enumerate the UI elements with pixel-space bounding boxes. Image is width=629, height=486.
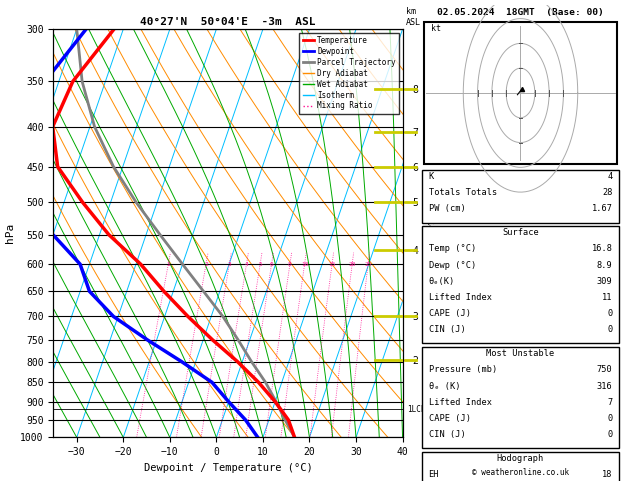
Text: kt: kt xyxy=(430,24,440,33)
Bar xyxy=(423,170,619,223)
Text: 4: 4 xyxy=(607,172,613,181)
Y-axis label: hPa: hPa xyxy=(4,223,14,243)
Text: 1: 1 xyxy=(167,261,170,267)
Text: 15: 15 xyxy=(328,261,336,267)
Text: Surface: Surface xyxy=(502,228,539,237)
Text: K: K xyxy=(428,172,434,181)
Text: 6: 6 xyxy=(270,261,274,267)
Text: Lifted Index: Lifted Index xyxy=(428,293,491,302)
Text: 3: 3 xyxy=(228,261,231,267)
Text: Dewp (°C): Dewp (°C) xyxy=(428,260,476,270)
Text: EH: EH xyxy=(428,470,439,479)
Text: 11: 11 xyxy=(602,293,613,302)
Text: 1LCL: 1LCL xyxy=(407,405,425,414)
Text: Lifted Index: Lifted Index xyxy=(428,398,491,407)
X-axis label: Dewpoint / Temperature (°C): Dewpoint / Temperature (°C) xyxy=(143,463,313,473)
Text: Totals Totals: Totals Totals xyxy=(428,188,497,197)
Text: 18: 18 xyxy=(602,470,613,479)
Text: 16.8: 16.8 xyxy=(591,244,613,253)
Y-axis label: Mixing Ratio (g/kg): Mixing Ratio (g/kg) xyxy=(425,177,435,289)
Text: 8.9: 8.9 xyxy=(597,260,613,270)
Text: 10: 10 xyxy=(301,261,308,267)
Text: 309: 309 xyxy=(597,277,613,286)
Bar xyxy=(423,452,619,486)
Text: θₑ(K): θₑ(K) xyxy=(428,277,455,286)
Text: 28: 28 xyxy=(602,188,613,197)
Text: PW (cm): PW (cm) xyxy=(428,205,465,213)
Text: CIN (J): CIN (J) xyxy=(428,326,465,334)
Bar xyxy=(423,226,619,344)
Text: 0: 0 xyxy=(607,430,613,439)
Text: 750: 750 xyxy=(597,365,613,374)
Text: 0: 0 xyxy=(607,326,613,334)
Text: 02.05.2024  18GMT  (Base: 00): 02.05.2024 18GMT (Base: 00) xyxy=(437,8,604,17)
Bar xyxy=(423,347,619,448)
Text: CAPE (J): CAPE (J) xyxy=(428,309,470,318)
Text: CAPE (J): CAPE (J) xyxy=(428,414,470,423)
Text: 7: 7 xyxy=(607,398,613,407)
Text: 2: 2 xyxy=(204,261,208,267)
Text: Temp (°C): Temp (°C) xyxy=(428,244,476,253)
Bar xyxy=(425,21,616,164)
Title: 40°27'N  50°04'E  -3m  ASL: 40°27'N 50°04'E -3m ASL xyxy=(140,17,316,27)
Text: Most Unstable: Most Unstable xyxy=(486,349,555,358)
Text: Hodograph: Hodograph xyxy=(497,453,544,463)
Text: 0: 0 xyxy=(607,414,613,423)
Text: 1.67: 1.67 xyxy=(591,205,613,213)
Text: 20: 20 xyxy=(348,261,356,267)
Text: 0: 0 xyxy=(607,309,613,318)
Text: 4: 4 xyxy=(245,261,248,267)
Text: Pressure (mb): Pressure (mb) xyxy=(428,365,497,374)
Text: 5: 5 xyxy=(259,261,262,267)
Text: 25: 25 xyxy=(364,261,372,267)
Text: θₑ (K): θₑ (K) xyxy=(428,382,460,391)
Text: CIN (J): CIN (J) xyxy=(428,430,465,439)
Text: 8: 8 xyxy=(288,261,292,267)
Legend: Temperature, Dewpoint, Parcel Trajectory, Dry Adiabat, Wet Adiabat, Isotherm, Mi: Temperature, Dewpoint, Parcel Trajectory… xyxy=(299,33,399,114)
Text: © weatheronline.co.uk: © weatheronline.co.uk xyxy=(472,469,569,477)
Text: 316: 316 xyxy=(597,382,613,391)
Text: km
ASL: km ASL xyxy=(406,7,421,27)
